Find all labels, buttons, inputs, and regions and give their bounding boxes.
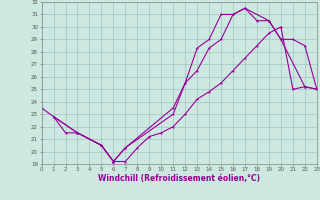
X-axis label: Windchill (Refroidissement éolien,°C): Windchill (Refroidissement éolien,°C) xyxy=(98,174,260,183)
